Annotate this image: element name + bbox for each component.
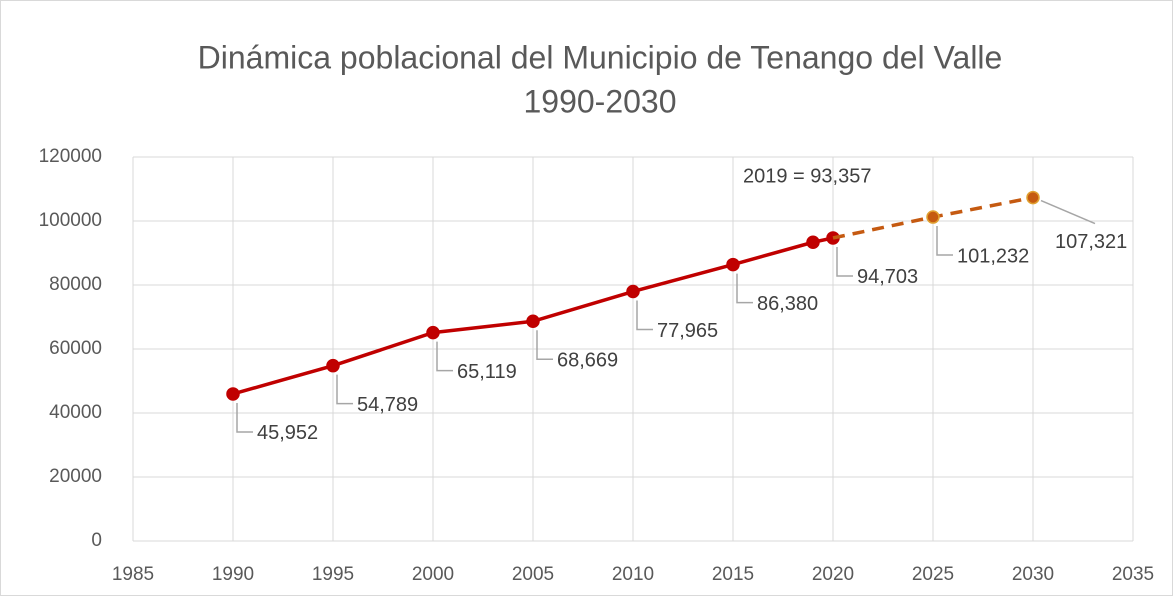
data-label: 68,669 [557, 350, 618, 372]
marker [226, 387, 240, 401]
leader-line [736, 273, 753, 304]
data-label: 101,232 [957, 245, 1029, 267]
chart-title: Dinámica poblacional del Municipio de Te… [198, 39, 1003, 75]
data-label: 77,965 [657, 320, 718, 342]
data-label: 54,789 [357, 394, 418, 416]
y-tick-label: 100000 [39, 210, 102, 231]
leader-line [936, 226, 953, 256]
data-label: 86,380 [757, 293, 818, 315]
x-tick-label: 2015 [712, 564, 754, 585]
x-tick-label: 2020 [812, 564, 854, 585]
data-label: 65,119 [457, 361, 517, 383]
marker [426, 325, 440, 340]
x-tick-label: 2010 [612, 564, 654, 585]
chart-title: 1990-2030 [523, 83, 676, 119]
data-label: 94,703 [857, 266, 918, 288]
data-label: 2019 = 93,357 [743, 166, 871, 188]
leader-line [536, 330, 553, 361]
x-tick-label: 2030 [1012, 564, 1054, 585]
leader-line [336, 374, 353, 405]
x-tick-label: 1990 [212, 564, 254, 585]
x-tick-label: 2005 [512, 564, 554, 585]
leader-line [236, 402, 253, 433]
y-tick-label: 60000 [49, 338, 102, 359]
data-label: 107,321 [1055, 231, 1127, 253]
leader-line [436, 341, 453, 372]
y-tick-label: 0 [91, 530, 102, 551]
x-tick-label: 2035 [1112, 564, 1154, 585]
marker [806, 235, 820, 250]
leader-line [1040, 199, 1096, 225]
x-tick-label: 2025 [912, 564, 954, 585]
marker [926, 210, 940, 224]
line [232, 236, 834, 396]
leader-line [836, 246, 853, 277]
x-tick-label: 2000 [412, 564, 454, 585]
marker [726, 257, 740, 272]
leader-line [636, 300, 653, 331]
marker [626, 284, 640, 299]
x-tick-label: 1985 [112, 564, 154, 585]
y-tick-label: 40000 [49, 402, 102, 423]
data-label: 45,952 [257, 422, 318, 444]
y-tick-label: 20000 [49, 466, 102, 487]
marker [526, 314, 540, 329]
x-tick-label: 1995 [312, 564, 354, 585]
marker [326, 358, 340, 373]
y-tick-label: 120000 [39, 146, 102, 167]
y-tick-label: 80000 [49, 274, 102, 295]
marker [1026, 190, 1040, 205]
